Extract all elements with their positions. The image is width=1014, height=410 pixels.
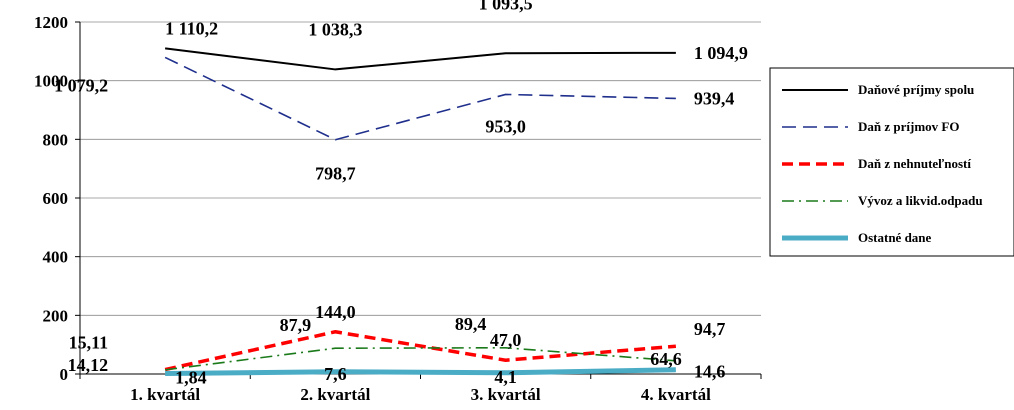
series-line-income-tax-fo [164, 56, 676, 141]
data-label: 1 094,9 [694, 43, 748, 63]
y-tick-label: 0 [60, 365, 69, 384]
data-label: 144,0 [315, 302, 356, 322]
data-label: 7,6 [324, 364, 347, 384]
data-label: 87,9 [280, 315, 312, 335]
data-label: 94,7 [694, 319, 726, 339]
data-label: 939,4 [694, 88, 735, 108]
data-labels: 1 110,2 1 038,3 1 093,5 1 094,9 1 079,2 798,7… [54, 0, 748, 387]
legend-label: Vývoz a likvid.odpadu [858, 193, 983, 208]
legend: Daňové príjmy spolu Daň z príjmov FO Daň z… [769, 67, 1014, 257]
legend-label: Daň z príjmov FO [858, 119, 959, 134]
y-axis-ticks: 0 200 400 600 800 1000 1200 [34, 13, 68, 384]
y-tick-label: 200 [43, 306, 69, 325]
data-label: 15,11 [69, 333, 109, 353]
data-label: 89,4 [455, 314, 487, 334]
x-tick-label: 1. kvartál [130, 385, 200, 404]
series-lines [164, 47, 677, 376]
data-label: 14,6 [694, 362, 726, 382]
legend-label: Daň z nehnuteľností [858, 156, 971, 171]
legend-box [769, 67, 1014, 257]
axes [75, 21, 762, 379]
x-tick-label: 3. kvartál [471, 385, 541, 404]
data-label: 14,12 [68, 355, 109, 375]
x-tick-label: 4. kvartál [641, 385, 711, 404]
legend-label: Daňové príjmy spolu [858, 82, 974, 97]
series-line-other-taxes [165, 367, 676, 376]
x-tick-label: 2. kvartál [300, 385, 370, 404]
y-tick-label: 1200 [34, 13, 68, 32]
data-label: 1 038,3 [308, 19, 362, 39]
y-tick-label: 600 [43, 189, 69, 208]
legend-label: Ostatné dane [858, 230, 932, 245]
data-label: 1 110,2 [165, 18, 218, 38]
data-label: 47,0 [490, 330, 522, 350]
y-tick-label: 1000 [34, 72, 68, 91]
data-label: 1 093,5 [479, 0, 533, 13]
x-axis-ticks: 1. kvartál 2. kvartál 3. kvartál 4. kvartál [130, 385, 711, 404]
data-label: 953,0 [485, 116, 526, 136]
data-label: 4,1 [494, 367, 517, 387]
series-line-property-tax [164, 330, 677, 372]
data-label: 1 079,2 [54, 75, 108, 95]
series-line-total-tax-revenue [165, 47, 676, 71]
data-label: 1,84 [175, 367, 207, 387]
y-tick-label: 800 [43, 130, 69, 149]
y-tick-label: 400 [43, 248, 69, 267]
data-label: 798,7 [315, 164, 356, 184]
gridlines [80, 21, 761, 316]
data-label: 64,6 [650, 349, 682, 369]
